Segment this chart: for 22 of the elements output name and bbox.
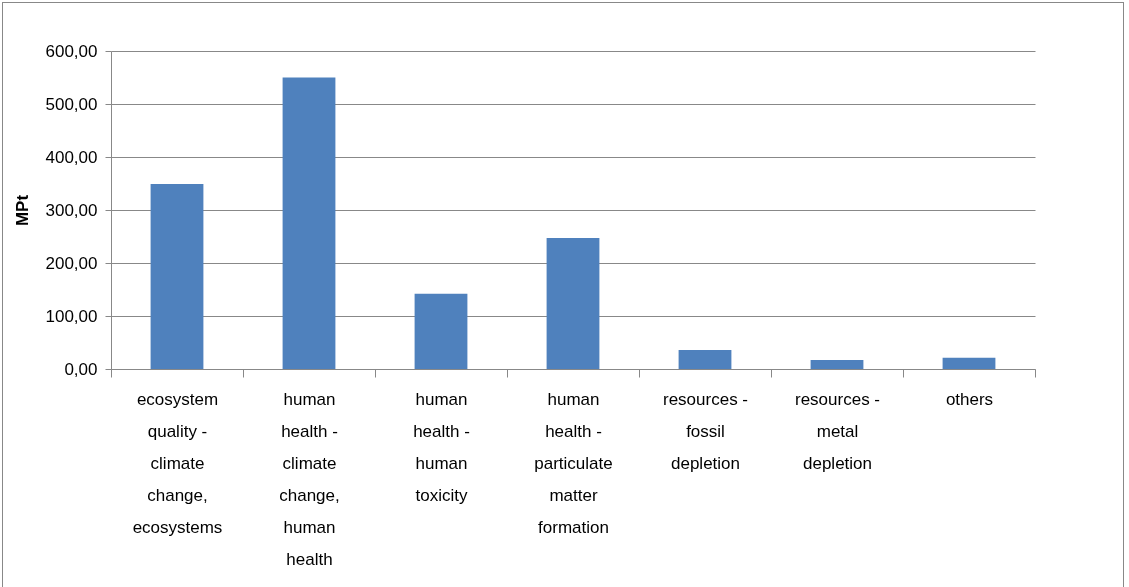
y-tick-label: 300,00 <box>45 200 98 220</box>
x-tick-label: human health - climate change, human health <box>279 389 340 569</box>
x-tick-label: human health - human toxicity <box>413 389 470 505</box>
x-tick-label: human health - particulate matter formation <box>534 389 613 537</box>
y-axis-title: MPt <box>12 194 32 227</box>
bar <box>414 293 468 369</box>
y-tick-label: 200,00 <box>45 253 98 273</box>
x-tick-label: resources - fossil depletion <box>662 389 749 473</box>
y-tick-label: 400,00 <box>45 147 98 167</box>
bar <box>282 77 336 369</box>
y-tick-label: 100,00 <box>45 306 98 326</box>
y-tick-label: 500,00 <box>45 94 98 114</box>
x-tick-label: resources - metal depletion <box>794 389 881 473</box>
bar <box>546 238 600 369</box>
bar <box>678 349 732 369</box>
bar <box>810 359 864 369</box>
x-tick-label: others <box>945 389 994 409</box>
bar <box>150 184 204 369</box>
y-tick-label: 600,00 <box>45 41 98 61</box>
x-tick-label: ecosystem quality - climate change, ecosystems <box>132 389 223 537</box>
y-tick-label: 0,00 <box>64 359 98 379</box>
bar <box>942 357 996 369</box>
